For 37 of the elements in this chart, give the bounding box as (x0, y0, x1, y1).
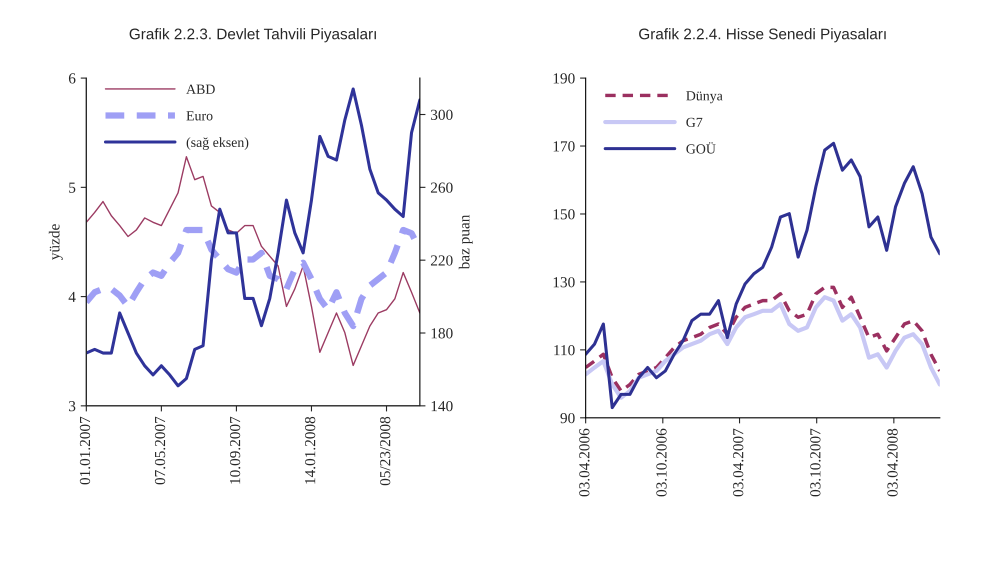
y-tick-label: 170 (554, 141, 575, 152)
x-tick-label: 03.04.2006 (579, 428, 590, 496)
y2-axis-title: baz puan (458, 214, 473, 270)
x-tick-label: 03.04.2007 (733, 428, 744, 496)
y-tick-label: 4 (68, 292, 76, 302)
legend-label: GOÜ (686, 142, 716, 154)
y-tick-label: 5 (69, 182, 76, 193)
x-tick-label: 01.01.2007 (80, 416, 90, 484)
y-tick-label: 150 (554, 209, 575, 220)
y2-tick-label: 220 (430, 255, 453, 266)
y-tick-label: 190 (554, 73, 575, 84)
x-tick-label: 10.09.2007 (230, 416, 240, 484)
x-tick-label: 07.05.2007 (154, 416, 166, 484)
legend-label: Dünya (686, 91, 723, 104)
legend-label: Euro (186, 111, 213, 120)
x-tick-label: 05/23/2008 (380, 416, 390, 486)
y-axis-title: yüzde (48, 224, 63, 260)
chart-title: Grafik 2.2.3. Devlet Tahvili Piyasaları (130, 28, 376, 42)
x-tick-label: 03.04.2008 (887, 428, 898, 496)
y-tick-label: 3 (69, 401, 76, 412)
legend-label: G7 (686, 118, 702, 128)
x-tick-label: 14.01.2008 (304, 416, 316, 484)
y2-tick-label: 260 (430, 182, 453, 193)
x-tick-label: 03.10.2007 (810, 428, 821, 496)
y2-tick-label: 300 (431, 110, 453, 120)
y2-tick-label: 140 (432, 400, 453, 412)
y2-tick-label: 180 (432, 328, 453, 338)
legend-label: (sağ eksen) (186, 137, 248, 150)
y-tick-label: 90 (560, 412, 575, 424)
line-series (86, 156, 420, 366)
legend-label: ABD (186, 84, 215, 94)
y-tick-label: 130 (554, 277, 575, 288)
chart-title: Grafik 2.2.4. Hisse Senedi Piyasaları (639, 28, 886, 42)
line-series (586, 142, 940, 410)
x-tick-label: 03.10.2006 (656, 428, 667, 496)
y-tick-label: 110 (554, 345, 575, 356)
y-tick-label: 6 (68, 73, 76, 84)
